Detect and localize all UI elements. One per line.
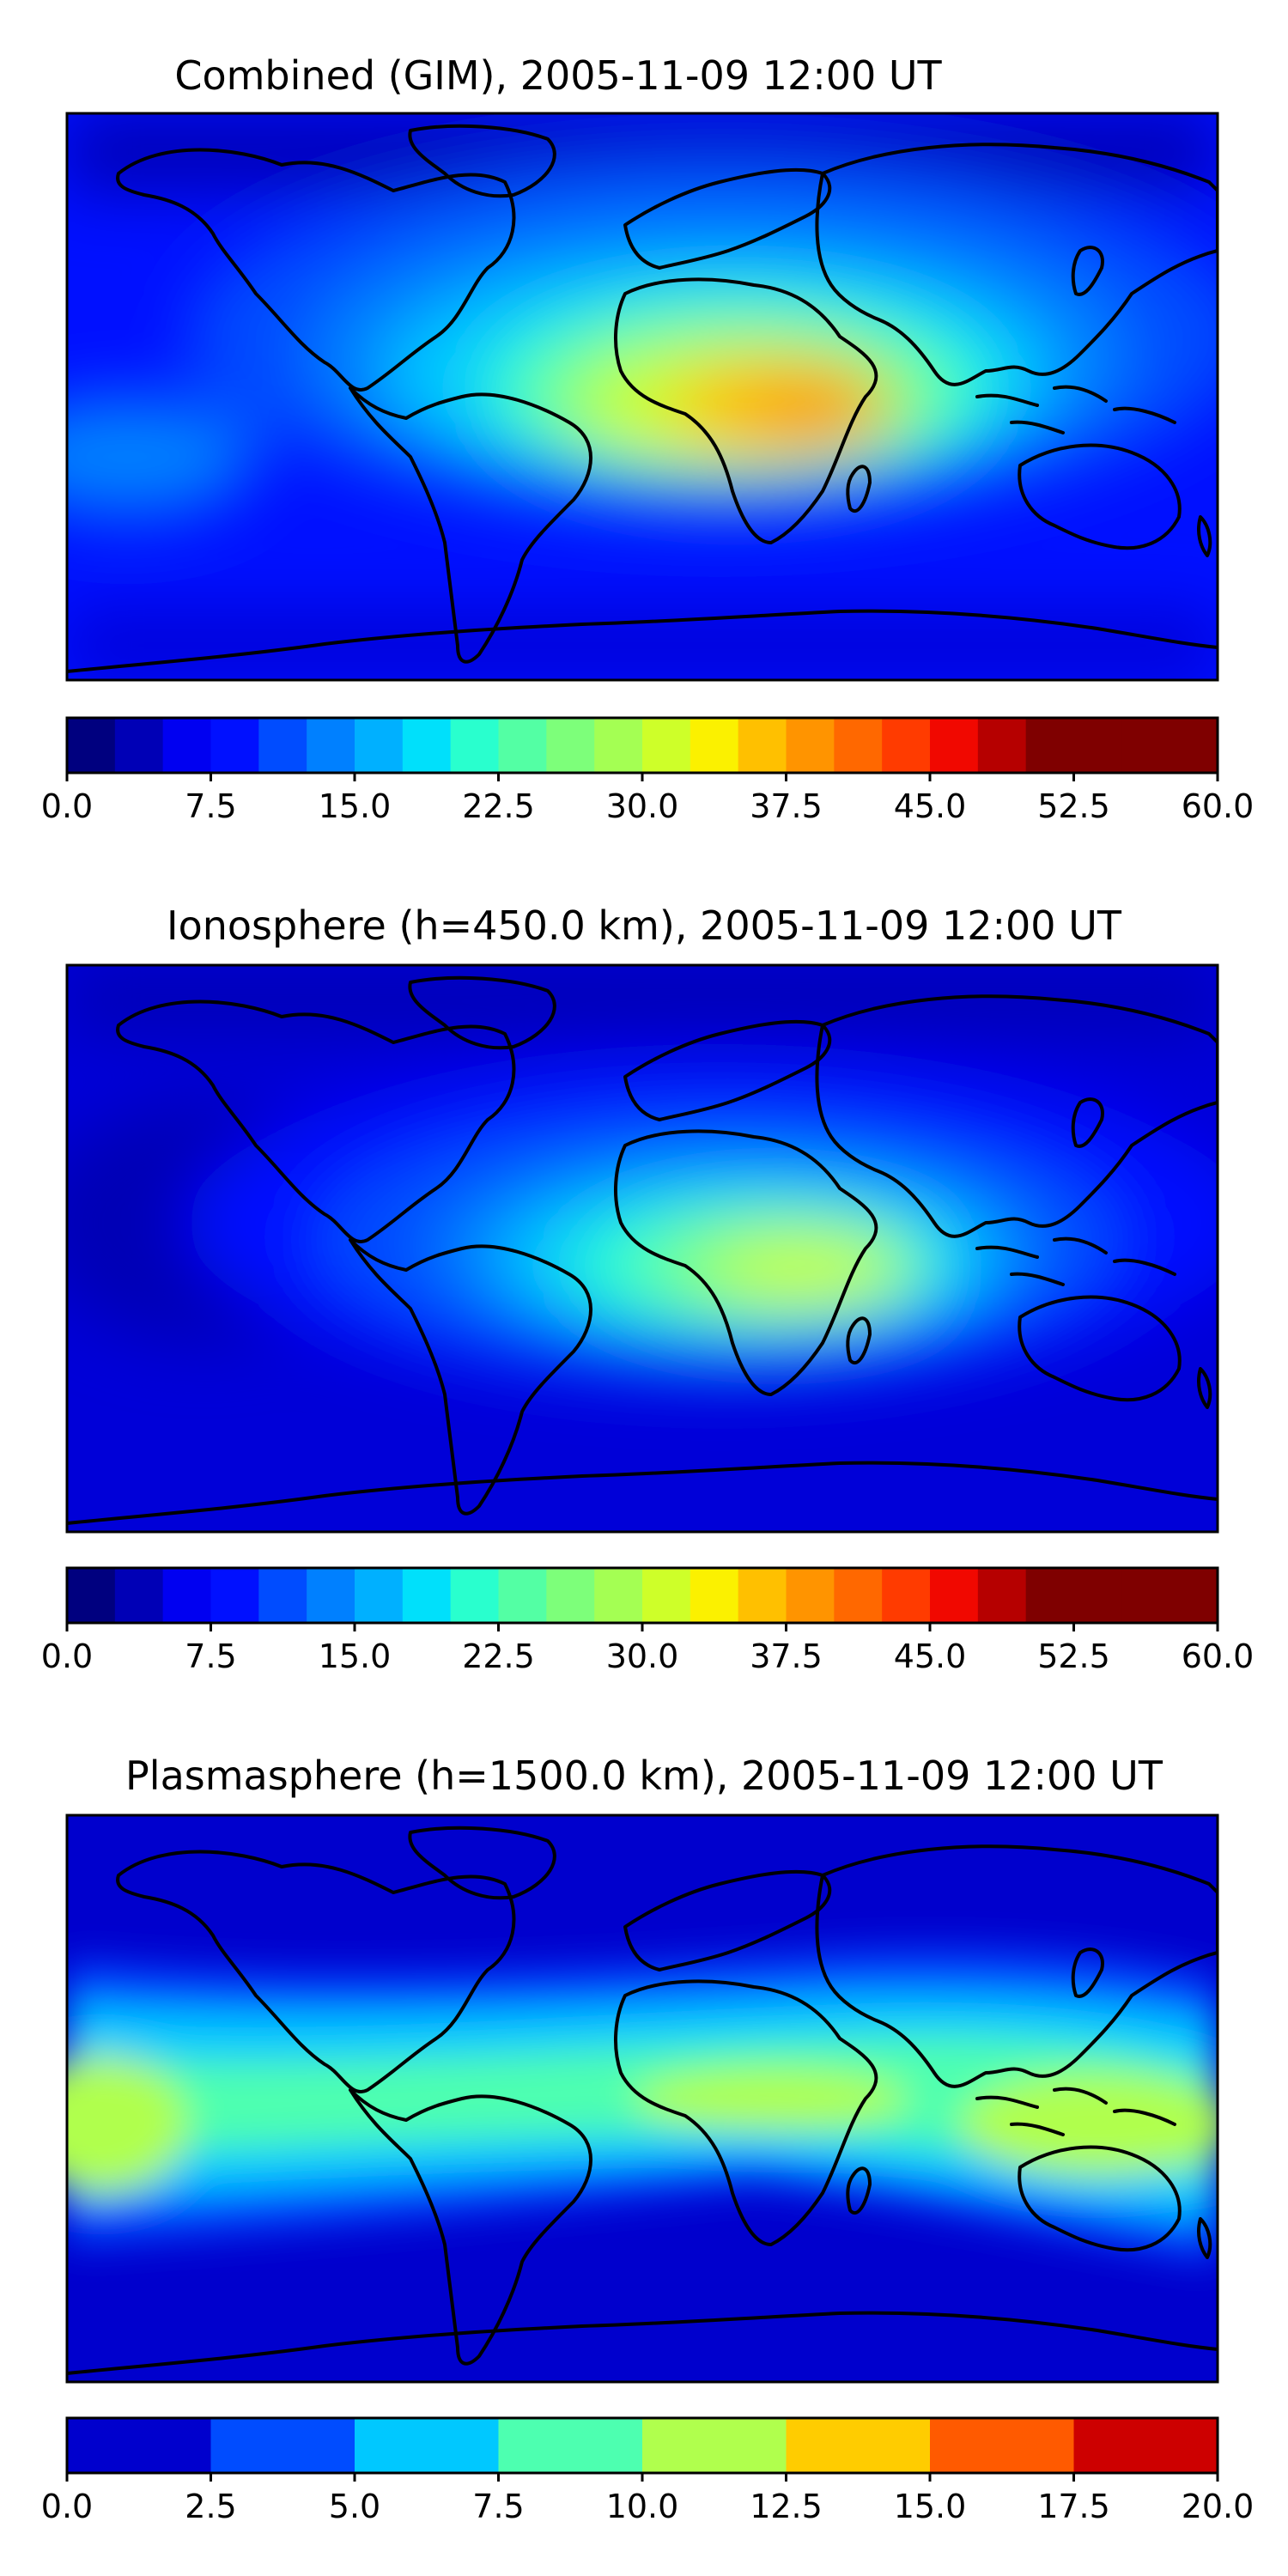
colorbar-level — [355, 2418, 500, 2473]
colorbar-level — [690, 718, 739, 773]
colorbar-level — [258, 1568, 307, 1623]
colorbar-level — [882, 718, 931, 773]
colorbar-level — [450, 718, 500, 773]
colorbar-tick-label: 0.0 — [41, 2488, 93, 2525]
colorbar-tick-label: 20.0 — [1182, 2488, 1255, 2525]
panel-combined: Combined (GIM), 2005-11-09 12:00 UT — [41, 52, 1255, 825]
colorbar-tick-label: 37.5 — [750, 1637, 823, 1675]
colorbar-level — [642, 718, 691, 773]
colorbar-level — [977, 1568, 1027, 1623]
colorbar-tick-label: 0.0 — [41, 787, 93, 825]
colorbar-level — [162, 718, 212, 773]
colorbar-tick-label: 17.5 — [1037, 2488, 1110, 2525]
colorbar-level — [738, 1568, 787, 1623]
colorbar-tick-label: 2.5 — [185, 2488, 236, 2525]
colorbar-tick-label: 7.5 — [185, 1637, 236, 1675]
colorbar-tick-label: 7.5 — [472, 2488, 524, 2525]
colorbar-level — [258, 718, 307, 773]
colorbar-level — [786, 718, 835, 773]
colorbar-level — [67, 718, 116, 773]
colorbar-tick-label: 30.0 — [606, 787, 679, 825]
colorbar-tick-label: 7.5 — [185, 787, 236, 825]
colorbar-tick-label: 15.0 — [894, 2488, 967, 2525]
colorbar-level — [690, 1568, 739, 1623]
colorbar-level — [882, 1568, 931, 1623]
colorbar-level — [210, 2418, 355, 2473]
colorbar-level — [402, 1568, 452, 1623]
colorbar-level — [594, 1568, 643, 1623]
colorbar-level — [546, 718, 595, 773]
colorbar-level — [594, 718, 643, 773]
colorbar-level — [210, 1568, 259, 1623]
colorbar-level — [834, 718, 883, 773]
colorbar-level — [498, 1568, 547, 1623]
colorbar-level — [67, 1568, 116, 1623]
colorbar-level — [546, 1568, 595, 1623]
colorbar-tick-label: 15.0 — [319, 787, 392, 825]
map-area — [65, 1814, 1219, 2384]
colorbar: 0.0 7.5 15.0 22.5 30.0 37.5 45.0 52.5 60.0 — [41, 716, 1255, 825]
colorbar-tick-label: 15.0 — [319, 1637, 392, 1675]
panel-plasmasphere: Plasmasphere (h=1500.0 km), 2005-11-09 1… — [41, 1753, 1255, 2525]
colorbar-level — [67, 2418, 212, 2473]
colorbar-level — [1073, 2418, 1218, 2473]
colorbar-level — [498, 2418, 643, 2473]
map-title: Plasmasphere (h=1500.0 km), 2005-11-09 1… — [125, 1753, 1163, 1799]
map-title: Ionosphere (h=450.0 km), 2005-11-09 12:0… — [167, 902, 1122, 949]
map-area — [65, 112, 1219, 682]
colorbar-tick-label: 52.5 — [1037, 787, 1110, 825]
colorbar-level — [1025, 1568, 1075, 1623]
colorbar-level — [1025, 718, 1075, 773]
colorbar-level — [1170, 718, 1218, 773]
colorbar-level — [1121, 1568, 1170, 1623]
colorbar-level — [1073, 718, 1122, 773]
colorbar-tick-label: 0.0 — [41, 1637, 93, 1675]
colorbar-tick-label: 37.5 — [750, 787, 823, 825]
colorbar-level — [642, 2418, 787, 2473]
colorbar-level — [930, 1568, 979, 1623]
colorbar-level — [450, 1568, 500, 1623]
colorbar-level — [834, 1568, 883, 1623]
colorbar: 0.0 2.5 5.0 7.5 10.0 12.5 15.0 17.5 20.0 — [41, 2416, 1255, 2525]
colorbar-tick-label: 52.5 — [1037, 1637, 1110, 1675]
colorbar-level — [210, 718, 259, 773]
map-title: Combined (GIM), 2005-11-09 12:00 UT — [174, 52, 942, 99]
colorbar-level — [402, 718, 452, 773]
colorbar-level — [786, 1568, 835, 1623]
colorbar-tick-label: 45.0 — [894, 787, 967, 825]
colorbar-tick-label: 60.0 — [1182, 787, 1255, 825]
colorbar-tick-label: 10.0 — [606, 2488, 679, 2525]
colorbar-level — [114, 718, 164, 773]
panel-ionosphere: Ionosphere (h=450.0 km), 2005-11-09 12:0… — [41, 902, 1255, 1675]
colorbar-tick-label: 12.5 — [750, 2488, 823, 2525]
colorbar-tick-label: 45.0 — [894, 1637, 967, 1675]
colorbar-level — [355, 1568, 404, 1623]
colorbar-level — [930, 718, 979, 773]
colorbar-level — [738, 718, 787, 773]
colorbar-level — [307, 718, 355, 773]
colorbar-level — [1073, 1568, 1122, 1623]
colorbar-tick-label: 5.0 — [329, 2488, 380, 2525]
colorbar-level — [355, 718, 404, 773]
map-area — [65, 963, 1219, 1534]
colorbar-tick-label: 22.5 — [462, 1637, 535, 1675]
colorbar-level — [498, 718, 547, 773]
colorbar-level — [642, 1568, 691, 1623]
colorbar-level — [114, 1568, 164, 1623]
colorbar-level — [1170, 1568, 1218, 1623]
colorbar-level — [977, 718, 1027, 773]
colorbar-level — [307, 1568, 355, 1623]
colorbar-level — [930, 2418, 1075, 2473]
colorbar: 0.0 7.5 15.0 22.5 30.0 37.5 45.0 52.5 60.0 — [41, 1566, 1255, 1675]
colorbar-tick-label: 30.0 — [606, 1637, 679, 1675]
colorbar-tick-label: 22.5 — [462, 787, 535, 825]
colorbar-tick-label: 60.0 — [1182, 1637, 1255, 1675]
colorbar-level — [786, 2418, 931, 2473]
colorbar-level — [162, 1568, 212, 1623]
colorbar-level — [1121, 718, 1170, 773]
